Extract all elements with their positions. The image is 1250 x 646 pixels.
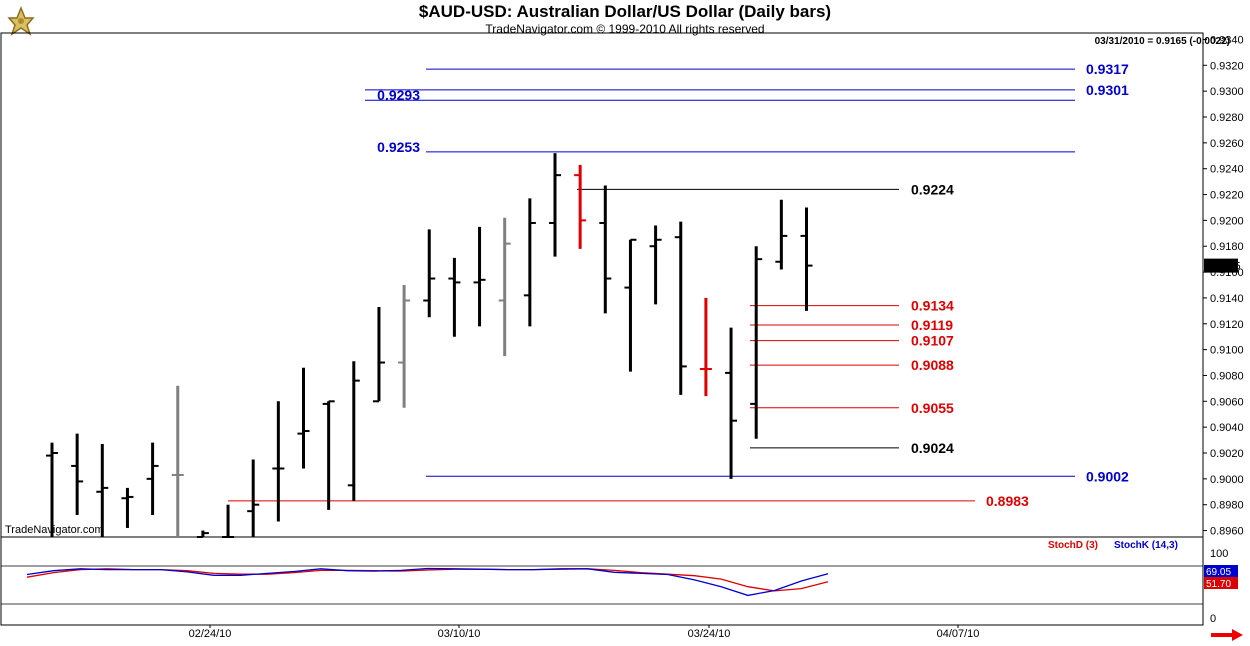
axes: 0.9340 0.9320 0.9300 0.9280 0.9260 0.9240 0.92… bbox=[189, 34, 1244, 640]
y-tick-label: 0.9280 bbox=[1210, 112, 1244, 124]
y-tick-label: 0.9040 bbox=[1210, 422, 1244, 434]
y-tick-label: 0.9220 bbox=[1210, 190, 1244, 202]
y-tick-label: 0.9060 bbox=[1210, 396, 1244, 408]
y-tick-label: 0.9320 bbox=[1210, 60, 1244, 72]
stoch-d-value: 51.70 bbox=[1206, 579, 1231, 590]
level-label: 0.9119 bbox=[911, 317, 953, 333]
ohlc-bar bbox=[649, 225, 662, 305]
y-tick-label: 0.9020 bbox=[1210, 448, 1244, 460]
tradenavigator-logo-icon bbox=[3, 2, 39, 38]
ohlc-bar bbox=[775, 199, 788, 270]
ohlc-bar bbox=[498, 217, 511, 357]
stoch-y-tick-label: 100 bbox=[1210, 548, 1228, 560]
x-tick-label: 03/10/10 bbox=[438, 628, 481, 640]
last-quote: 03/31/2010 = 0.9165 (-0.0022) bbox=[1095, 36, 1230, 47]
y-tick-label: 0.8960 bbox=[1210, 526, 1244, 538]
level-label: 0.9293 bbox=[377, 87, 420, 103]
ohlc-bar bbox=[71, 433, 84, 516]
ohlc-bar bbox=[549, 153, 561, 257]
stoch-line bbox=[26, 567, 829, 597]
watermark: TradeNavigator.com bbox=[5, 524, 104, 536]
level-label: 0.9253 bbox=[377, 139, 420, 155]
legend-stoch-d: StochD (3) bbox=[1048, 540, 1098, 551]
y-tick-label: 0.9260 bbox=[1210, 138, 1244, 150]
ohlc-bar bbox=[750, 246, 763, 439]
x-tick-label: 04/07/10 bbox=[937, 628, 980, 640]
ohlc-bar bbox=[800, 207, 813, 311]
x-tick-label: 03/24/10 bbox=[688, 628, 731, 640]
level-label: 0.9055 bbox=[911, 400, 954, 416]
level-label: 0.8983 bbox=[986, 493, 1029, 509]
level-label: 0.9107 bbox=[911, 333, 954, 349]
current-price-tag bbox=[1204, 258, 1238, 273]
ohlc-bar bbox=[121, 487, 134, 528]
stoch-line bbox=[26, 568, 829, 592]
level-label: 0.9134 bbox=[911, 298, 954, 314]
stoch-k-value: 69.05 bbox=[1206, 567, 1231, 578]
ohlc-bar bbox=[599, 185, 612, 314]
level-label: 0.9024 bbox=[911, 440, 954, 456]
ohlc-bar bbox=[146, 442, 159, 516]
y-tick-label: 0.9240 bbox=[1210, 164, 1244, 176]
ohlc-bar bbox=[674, 221, 687, 395]
ohlc-bar bbox=[448, 257, 461, 337]
chart-frame bbox=[0, 32, 1204, 626]
y-tick-label: 0.9140 bbox=[1210, 293, 1244, 305]
ohlc-bar bbox=[247, 459, 260, 537]
stoch-k-tag bbox=[1204, 565, 1238, 577]
price-panel-border bbox=[0, 32, 1204, 538]
level-label: 0.9002 bbox=[1086, 468, 1129, 484]
stoch-d-tag bbox=[1204, 577, 1238, 589]
ohlc-bar bbox=[46, 442, 58, 537]
level-label: 0.9224 bbox=[911, 181, 954, 197]
ohlc-bar bbox=[96, 443, 109, 537]
chart-title: $AUD-USD: Australian Dollar/US Dollar (D… bbox=[418, 2, 832, 21]
stoch-y-tick-label: 0 bbox=[1210, 613, 1216, 625]
ohlc-bar bbox=[322, 400, 335, 510]
y-tick-label: 0.9180 bbox=[1210, 241, 1244, 253]
ohlc-bar bbox=[398, 285, 411, 408]
ohlc-bar bbox=[699, 297, 712, 397]
x-tick-label: 02/24/10 bbox=[189, 628, 232, 640]
y-tick-label: 0.8980 bbox=[1210, 500, 1244, 512]
y-tick-label: 0.9000 bbox=[1210, 474, 1244, 486]
y-tick-label: 0.9200 bbox=[1210, 215, 1244, 227]
ohlc-bar bbox=[196, 530, 209, 538]
ohlc-bar bbox=[574, 164, 587, 249]
level-label: 0.9301 bbox=[1086, 82, 1129, 98]
level-label: 0.9317 bbox=[1086, 61, 1129, 77]
y-tick-label: 0.9100 bbox=[1210, 345, 1244, 357]
legend-stoch-k: StochK (14,3) bbox=[1114, 540, 1178, 551]
ohlc-bar bbox=[624, 238, 637, 372]
level-label: 0.9088 bbox=[911, 357, 954, 373]
ohlc-bar bbox=[272, 401, 285, 522]
level-lines: 0.9317 0.9301 0.9293 0.9253 0.9224 0.9134 0.91… bbox=[228, 61, 1129, 509]
y-tick-label: 0.9080 bbox=[1210, 370, 1244, 382]
y-tick-label: 0.9120 bbox=[1210, 319, 1244, 331]
ohlc-bar bbox=[222, 504, 235, 538]
ohlc-bar bbox=[347, 361, 360, 501]
scroll-right-arrow-icon[interactable] bbox=[1210, 628, 1244, 646]
price-bars bbox=[46, 153, 813, 538]
y-tick-label: 0.9340 bbox=[1210, 34, 1244, 46]
ohlc-bar bbox=[523, 198, 536, 327]
y-tick-label: 0.9300 bbox=[1210, 86, 1244, 98]
ohlc-bar bbox=[372, 306, 385, 403]
ohlc-bar bbox=[171, 385, 184, 537]
stoch-panel-border bbox=[0, 536, 1204, 626]
ohlc-bar bbox=[725, 327, 738, 479]
ohlc-bar bbox=[473, 226, 486, 327]
ohlc-bar bbox=[297, 367, 310, 469]
ohlc-bar bbox=[423, 229, 436, 318]
current-price-label: 0.9165 bbox=[1207, 261, 1241, 273]
